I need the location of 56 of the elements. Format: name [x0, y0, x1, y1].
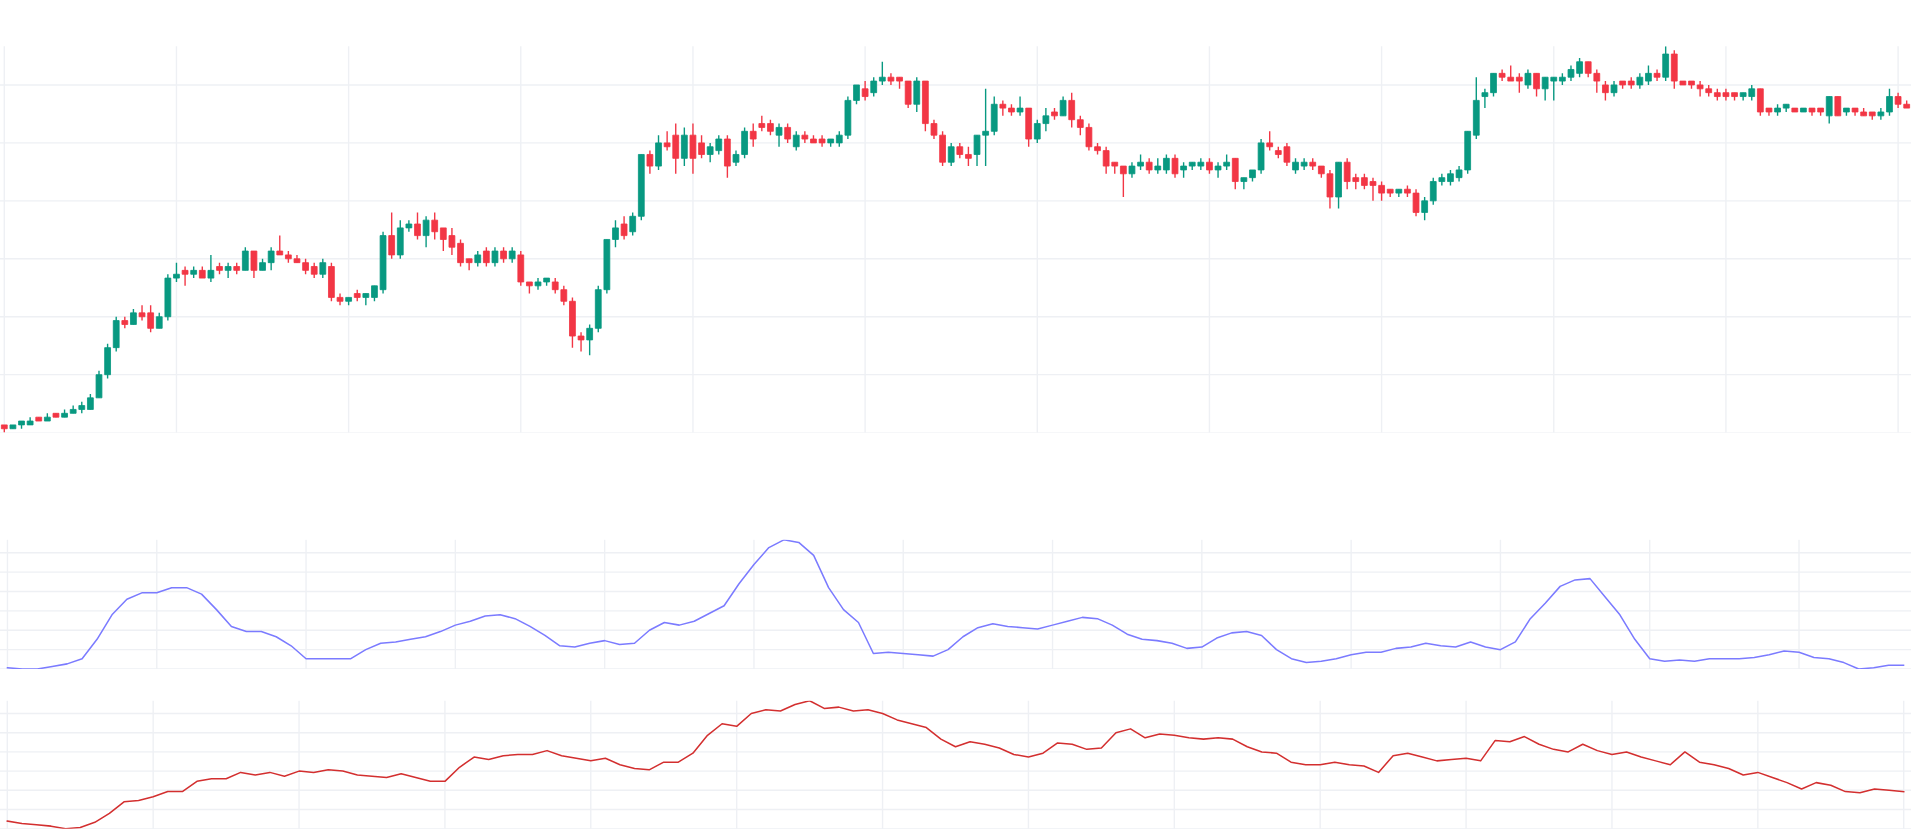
candlestick — [207, 254, 215, 283]
candlestick — [629, 211, 637, 237]
candlestick — [241, 246, 249, 272]
candlestick — [904, 80, 912, 109]
candlestick — [431, 211, 439, 241]
candlestick — [784, 122, 791, 144]
candlestick — [999, 99, 1007, 117]
candlestick — [878, 61, 886, 86]
candlestick — [947, 142, 955, 167]
candlestick — [1059, 95, 1067, 117]
candlestick — [491, 246, 499, 268]
candlestick — [1171, 153, 1179, 179]
candlestick — [758, 115, 766, 132]
candlestick — [775, 122, 783, 148]
candlestick — [749, 122, 757, 148]
candlestick — [1120, 165, 1127, 198]
candlestick — [1834, 95, 1842, 117]
candlestick — [646, 149, 654, 175]
candlestick — [1515, 72, 1523, 94]
candlestick — [1481, 88, 1489, 109]
candlestick — [1662, 46, 1670, 82]
candlestick — [1163, 153, 1170, 175]
candlestick — [586, 323, 593, 357]
candlestick — [173, 261, 180, 283]
candlestick — [267, 246, 275, 272]
candlestick — [483, 246, 490, 268]
candlestick — [1524, 68, 1532, 90]
candlestick — [870, 76, 878, 98]
candlestick — [250, 250, 258, 279]
candlestick — [612, 219, 619, 248]
candlestick — [1266, 130, 1274, 152]
candlestick — [1421, 196, 1428, 221]
candlestick — [388, 211, 396, 260]
candlestick — [1490, 72, 1497, 98]
candlestick — [319, 258, 327, 279]
candlestick — [414, 211, 421, 241]
candlestick — [1016, 95, 1024, 117]
candlestick — [1886, 88, 1893, 117]
candlestick — [913, 76, 921, 113]
candlestick — [861, 80, 869, 102]
candlestick — [422, 215, 430, 248]
candlestick — [1231, 157, 1239, 190]
candlestick — [1602, 80, 1609, 102]
candlestick — [181, 265, 189, 287]
candlestick — [792, 130, 800, 152]
candlestick — [620, 215, 628, 241]
candlestick — [655, 134, 662, 171]
candlestick — [681, 126, 688, 167]
candlestick — [965, 146, 972, 167]
candlestick — [1068, 91, 1076, 129]
candlestick — [224, 261, 232, 279]
candlestick — [1645, 64, 1652, 86]
candlestick — [1825, 95, 1833, 125]
candlestick — [853, 84, 860, 105]
candlestick — [1533, 72, 1540, 98]
candlestick — [276, 234, 284, 256]
